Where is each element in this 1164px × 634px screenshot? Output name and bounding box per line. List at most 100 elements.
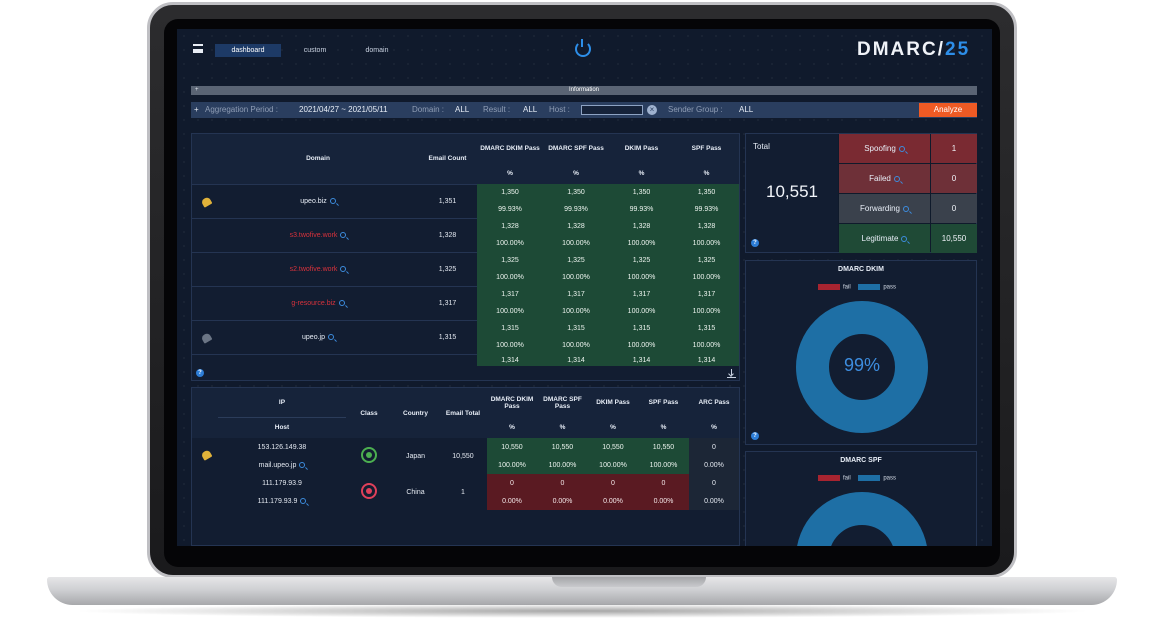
bell-icon[interactable]	[200, 331, 213, 344]
header-host[interactable]: Host	[274, 424, 290, 432]
search-icon[interactable]	[903, 205, 909, 212]
stat-value: 10,550	[931, 224, 977, 253]
domain-filter-value[interactable]: ALL	[455, 105, 470, 114]
domain-name[interactable]: g-resource.biz	[291, 299, 336, 307]
tab-domain[interactable]: domain	[365, 47, 389, 54]
domain-name[interactable]: s3.twofive.work	[289, 231, 338, 239]
header-ip[interactable]: IP	[218, 388, 346, 418]
sender-group-value[interactable]: ALL	[739, 105, 754, 114]
aggregation-value[interactable]: 2021/04/27 ~ 2021/05/11	[299, 105, 388, 114]
ip-cell[interactable]: 111.179.93.9	[262, 479, 302, 487]
legend-fail-label[interactable]: fail	[843, 475, 851, 482]
result-filter-value[interactable]: ALL	[523, 105, 538, 114]
home-icon[interactable]	[361, 447, 377, 463]
header-dmarc-dkim[interactable]: DMARC DKIM Pass	[480, 145, 540, 152]
pass-percent-cell: 0.00%	[588, 492, 638, 510]
class-cell	[346, 474, 392, 510]
pass-percent-cell: 100.00%	[487, 456, 537, 474]
host-cell[interactable]: 111.179.93.9	[218, 492, 346, 510]
domain-cell[interactable]: upeo.jp	[218, 319, 418, 354]
header-domain[interactable]: Domain	[306, 155, 330, 163]
legend-pass-label[interactable]: pass	[883, 284, 897, 291]
header-spf[interactable]: SPF Pass	[648, 399, 679, 406]
tab-dashboard[interactable]: dashboard	[215, 44, 281, 57]
header-country[interactable]: Country	[403, 409, 428, 417]
pass-count-cell: 1,317	[674, 286, 739, 303]
tab-custom[interactable]: custom	[303, 47, 327, 54]
plus-icon[interactable]: +	[195, 87, 199, 93]
plus-icon[interactable]: +	[194, 105, 199, 114]
header-email-total[interactable]: Email Total	[445, 409, 481, 417]
search-icon[interactable]	[893, 175, 900, 182]
table-row[interactable]: 153.126.149.38 Japan 10,550 10,550 10,550 10,…	[192, 438, 739, 463]
domain-name[interactable]: s2.twofive.work	[289, 265, 338, 273]
host-cell[interactable]: mail.upeo.jp	[218, 456, 346, 474]
stat-value: 1	[931, 134, 977, 163]
dmarc-dkim-donut	[796, 301, 928, 433]
domain-cell[interactable]: upeo.biz	[218, 183, 418, 218]
header-dmarc-dkim[interactable]: DMARC DKIM Pass	[490, 395, 534, 410]
bell-icon[interactable]	[200, 195, 213, 208]
search-icon[interactable]	[299, 461, 306, 468]
analyze-button[interactable]: Analyze	[919, 103, 977, 117]
header-dmarc-spf[interactable]: DMARC SPF Pass	[543, 395, 582, 410]
domain-name[interactable]: upeo.biz	[300, 197, 327, 205]
help-icon[interactable]: ?	[196, 369, 204, 377]
search-icon[interactable]	[340, 231, 347, 238]
help-icon[interactable]: ?	[751, 239, 759, 247]
table-row[interactable]: upeo.jp 1,315 1,315 1,315 1,315 1,315	[192, 319, 739, 354]
pass-count-cell: 1,328	[543, 218, 609, 235]
domain-cell[interactable]: s2.twofive.work	[218, 251, 418, 286]
table-row[interactable]: 111.179.93.9 China 1 0 0 0 0 0	[192, 474, 739, 499]
legend-pass-label[interactable]: pass	[883, 475, 897, 482]
alert-icon[interactable]	[361, 483, 377, 499]
domain-cell[interactable]	[218, 353, 418, 366]
donut-slice-pass[interactable]	[796, 301, 928, 433]
table-row[interactable]: 1,314 1,314 1,314 1,314	[192, 353, 739, 366]
search-icon[interactable]	[300, 497, 307, 504]
search-icon[interactable]	[901, 235, 908, 242]
table-row[interactable]: upeo.biz 1,351 1,350 1,350 1,350 1,350	[192, 183, 739, 218]
help-icon[interactable]: ?	[751, 432, 759, 440]
header-dkim[interactable]: DKIM Pass	[624, 145, 659, 152]
stat-spoofing[interactable]: Spoofing	[839, 134, 930, 163]
table-row[interactable]: s3.twofive.work 1,328 1,328 1,328 1,328 1,328	[192, 217, 739, 252]
bell-icon[interactable]	[200, 449, 213, 461]
header-class[interactable]: Class	[360, 409, 378, 417]
domain-cell[interactable]: s3.twofive.work	[218, 217, 418, 252]
donut-slice-pass[interactable]	[797, 492, 927, 547]
table-row[interactable]: g-resource.biz 1,317 1,317 1,317 1,317 1,317	[192, 285, 739, 320]
stat-forwarding[interactable]: Forwarding	[839, 194, 930, 223]
pass-percent-cell: 0.00%	[689, 492, 739, 510]
header-dmarc-spf[interactable]: DMARC SPF Pass	[548, 145, 604, 152]
header-spf[interactable]: SPF Pass	[691, 145, 722, 152]
search-icon[interactable]	[340, 265, 347, 272]
domain-name[interactable]: upeo.jp	[302, 333, 325, 341]
host-input[interactable]	[581, 105, 643, 115]
header-email-count[interactable]: Email Count	[428, 155, 467, 163]
search-icon[interactable]	[898, 145, 905, 152]
pass-count-cell: 1,325	[609, 252, 674, 269]
information-bar[interactable]: + Information	[191, 86, 977, 95]
row-icon-cell	[192, 183, 218, 218]
host-name[interactable]: 111.179.93.9	[257, 497, 298, 505]
search-icon[interactable]	[329, 197, 336, 204]
search-icon[interactable]	[327, 333, 334, 340]
stat-failed[interactable]: Failed	[839, 164, 930, 193]
search-icon[interactable]	[338, 299, 345, 306]
pass-percent-cell: 100.00%	[543, 235, 609, 252]
table-row[interactable]: s2.twofive.work 1,325 1,325 1,325 1,325 1,325	[192, 251, 739, 286]
header-dkim[interactable]: DKIM Pass	[596, 399, 630, 406]
logo: DMARC/25	[857, 39, 970, 61]
header-arc[interactable]: ARC Pass	[698, 399, 730, 406]
menu-icon[interactable]	[193, 44, 203, 53]
download-icon[interactable]	[727, 369, 736, 378]
legend-fail-label[interactable]: fail	[843, 284, 851, 291]
host-name[interactable]: mail.upeo.jp	[258, 461, 297, 469]
ip-cell[interactable]: 153.126.149.38	[257, 443, 307, 451]
domain-cell[interactable]: g-resource.biz	[218, 285, 418, 320]
stat-legitimate[interactable]: Legitimate	[839, 224, 930, 253]
pass-count-cell: 0	[537, 474, 588, 492]
power-icon[interactable]	[575, 39, 591, 57]
clear-icon[interactable]: ×	[647, 105, 657, 115]
